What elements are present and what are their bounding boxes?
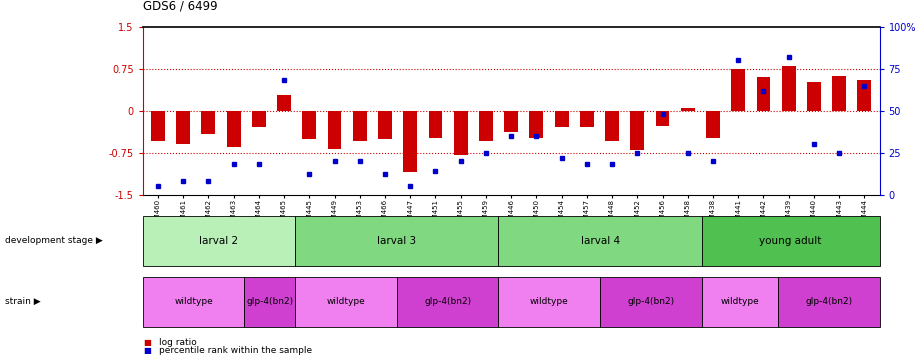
- Text: wildtype: wildtype: [720, 297, 759, 306]
- Bar: [479, 111, 493, 141]
- Text: glp-4(bn2): glp-4(bn2): [424, 297, 472, 306]
- Bar: [857, 80, 871, 111]
- Bar: [782, 66, 796, 111]
- Bar: [454, 111, 468, 155]
- Bar: [202, 111, 216, 134]
- Bar: [580, 111, 594, 127]
- Bar: [681, 108, 694, 111]
- Bar: [328, 111, 342, 149]
- Bar: [706, 111, 720, 137]
- Bar: [251, 111, 266, 127]
- Text: GDS6 / 6499: GDS6 / 6499: [143, 0, 217, 12]
- Bar: [378, 111, 392, 139]
- Bar: [176, 111, 190, 144]
- Bar: [630, 111, 645, 150]
- Bar: [151, 111, 165, 141]
- Text: glp-4(bn2): glp-4(bn2): [246, 297, 294, 306]
- Text: wildtype: wildtype: [327, 297, 366, 306]
- Text: log ratio: log ratio: [159, 338, 197, 347]
- Text: glp-4(bn2): glp-4(bn2): [805, 297, 852, 306]
- Bar: [227, 111, 240, 147]
- Bar: [504, 111, 519, 132]
- Text: larval 3: larval 3: [378, 236, 416, 246]
- Text: ■: ■: [143, 338, 151, 347]
- Bar: [756, 77, 771, 111]
- Bar: [403, 111, 417, 172]
- Text: glp-4(bn2): glp-4(bn2): [627, 297, 674, 306]
- Text: wildtype: wildtype: [530, 297, 568, 306]
- Text: strain ▶: strain ▶: [5, 297, 41, 306]
- Text: ■: ■: [143, 346, 151, 355]
- Bar: [833, 76, 846, 111]
- Text: larval 2: larval 2: [200, 236, 239, 246]
- Bar: [807, 82, 821, 111]
- Bar: [656, 111, 670, 126]
- Bar: [554, 111, 568, 127]
- Text: percentile rank within the sample: percentile rank within the sample: [159, 346, 312, 355]
- Bar: [353, 111, 367, 141]
- Text: young adult: young adult: [760, 236, 822, 246]
- Text: larval 4: larval 4: [580, 236, 620, 246]
- Bar: [731, 69, 745, 111]
- Bar: [277, 95, 291, 111]
- Bar: [428, 111, 442, 137]
- Text: wildtype: wildtype: [174, 297, 213, 306]
- Bar: [530, 111, 543, 137]
- Bar: [605, 111, 619, 141]
- Text: development stage ▶: development stage ▶: [5, 236, 102, 246]
- Bar: [302, 111, 316, 139]
